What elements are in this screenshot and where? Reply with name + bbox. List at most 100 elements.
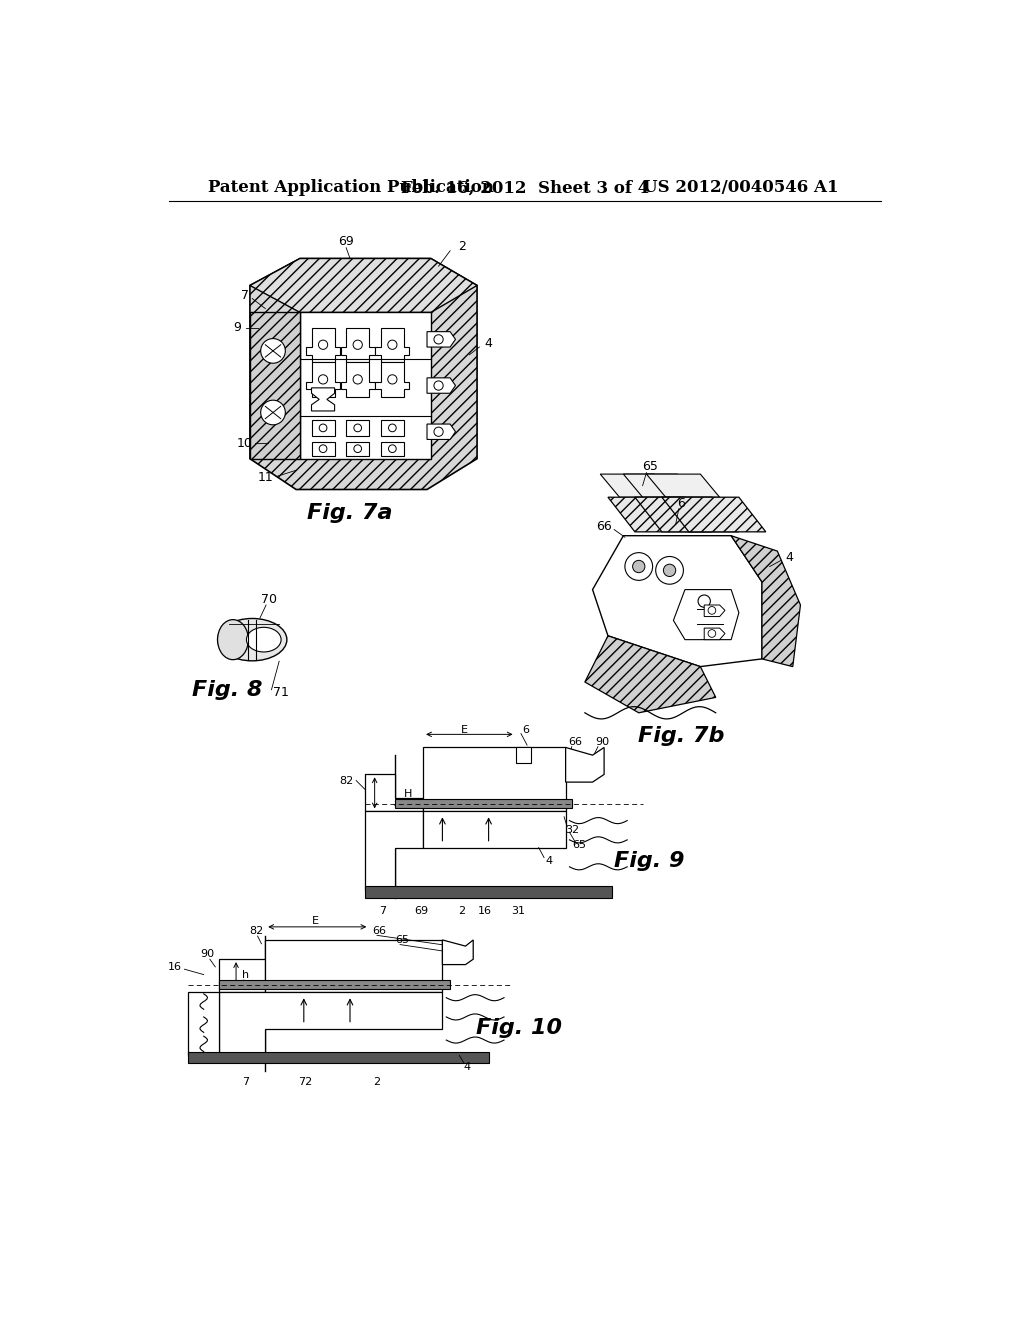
Bar	[366, 886, 611, 898]
Circle shape	[388, 424, 396, 432]
Text: E: E	[312, 916, 318, 925]
Polygon shape	[311, 420, 335, 436]
Circle shape	[388, 375, 397, 384]
Text: 65: 65	[642, 459, 658, 473]
Polygon shape	[674, 590, 739, 640]
Polygon shape	[442, 940, 473, 965]
Text: 4: 4	[464, 1063, 471, 1072]
Text: 72: 72	[298, 1077, 312, 1088]
Bar	[219, 979, 451, 989]
Text: 7: 7	[243, 1077, 250, 1088]
Text: 11: 11	[257, 471, 273, 484]
Polygon shape	[265, 940, 442, 993]
Bar	[394, 799, 571, 808]
Text: US 2012/0040546 A1: US 2012/0040546 A1	[643, 180, 839, 197]
Polygon shape	[381, 442, 403, 455]
Text: E: E	[461, 725, 468, 735]
Circle shape	[353, 375, 362, 384]
Polygon shape	[250, 259, 477, 490]
Polygon shape	[427, 424, 456, 440]
Text: 2: 2	[374, 1077, 381, 1088]
Circle shape	[354, 445, 361, 453]
Circle shape	[708, 630, 716, 638]
Polygon shape	[646, 474, 720, 498]
Polygon shape	[376, 363, 410, 397]
Polygon shape	[346, 442, 370, 455]
Text: 4: 4	[545, 855, 552, 866]
Text: 16: 16	[478, 907, 492, 916]
Polygon shape	[219, 960, 265, 993]
Text: 31: 31	[511, 907, 525, 916]
Polygon shape	[376, 327, 410, 363]
Polygon shape	[366, 812, 423, 890]
Text: 10: 10	[237, 437, 253, 450]
Polygon shape	[705, 628, 725, 640]
Text: Fig. 7b: Fig. 7b	[638, 726, 724, 746]
Circle shape	[388, 341, 397, 350]
Polygon shape	[427, 378, 456, 393]
Text: 2: 2	[458, 240, 466, 253]
Circle shape	[318, 341, 328, 350]
Circle shape	[319, 424, 327, 432]
Polygon shape	[624, 474, 696, 498]
Circle shape	[261, 338, 286, 363]
Text: 71: 71	[272, 685, 289, 698]
Ellipse shape	[217, 619, 249, 660]
Circle shape	[633, 560, 645, 573]
Circle shape	[261, 400, 286, 425]
Text: 65: 65	[572, 841, 587, 850]
Text: 66: 66	[373, 925, 386, 936]
Text: 7: 7	[379, 907, 386, 916]
Text: H: H	[403, 788, 412, 799]
Circle shape	[434, 381, 443, 391]
Polygon shape	[311, 388, 335, 411]
Text: 69: 69	[338, 235, 354, 248]
Polygon shape	[593, 536, 762, 667]
Circle shape	[434, 335, 443, 345]
Circle shape	[388, 445, 396, 453]
Circle shape	[655, 557, 683, 585]
Circle shape	[708, 607, 716, 614]
Polygon shape	[423, 812, 565, 847]
Circle shape	[318, 375, 328, 384]
Text: Patent Application Publication: Patent Application Publication	[208, 180, 494, 197]
Circle shape	[434, 428, 443, 437]
Polygon shape	[250, 313, 300, 459]
Text: 2: 2	[458, 907, 465, 916]
Text: 69: 69	[414, 907, 428, 916]
Text: Fig. 8: Fig. 8	[191, 680, 262, 700]
Ellipse shape	[247, 627, 282, 652]
Text: 4: 4	[785, 550, 793, 564]
Polygon shape	[306, 363, 340, 397]
Polygon shape	[515, 747, 531, 763]
Polygon shape	[731, 536, 801, 667]
Polygon shape	[600, 474, 674, 498]
Polygon shape	[662, 498, 766, 532]
Text: 66: 66	[568, 737, 582, 747]
Polygon shape	[346, 420, 370, 436]
Polygon shape	[219, 993, 442, 1056]
Polygon shape	[250, 259, 477, 313]
Polygon shape	[311, 442, 335, 455]
Polygon shape	[608, 498, 712, 532]
Polygon shape	[635, 498, 739, 532]
Polygon shape	[341, 363, 375, 397]
Text: h: h	[243, 970, 250, 979]
Text: 9: 9	[232, 321, 241, 334]
Bar	[188, 1052, 488, 1063]
Text: Fig. 9: Fig. 9	[613, 850, 684, 871]
Text: 16: 16	[168, 962, 181, 972]
Polygon shape	[427, 331, 456, 347]
Polygon shape	[585, 636, 716, 713]
Polygon shape	[341, 327, 375, 363]
Polygon shape	[188, 993, 219, 1056]
Text: Feb. 16, 2012  Sheet 3 of 4: Feb. 16, 2012 Sheet 3 of 4	[400, 180, 649, 197]
Circle shape	[625, 553, 652, 581]
Ellipse shape	[217, 619, 287, 661]
Text: 70: 70	[261, 593, 278, 606]
Text: 90: 90	[201, 949, 215, 958]
Polygon shape	[306, 327, 340, 363]
Polygon shape	[705, 605, 725, 616]
Text: Fig. 7a: Fig. 7a	[307, 503, 393, 523]
Circle shape	[354, 424, 361, 432]
